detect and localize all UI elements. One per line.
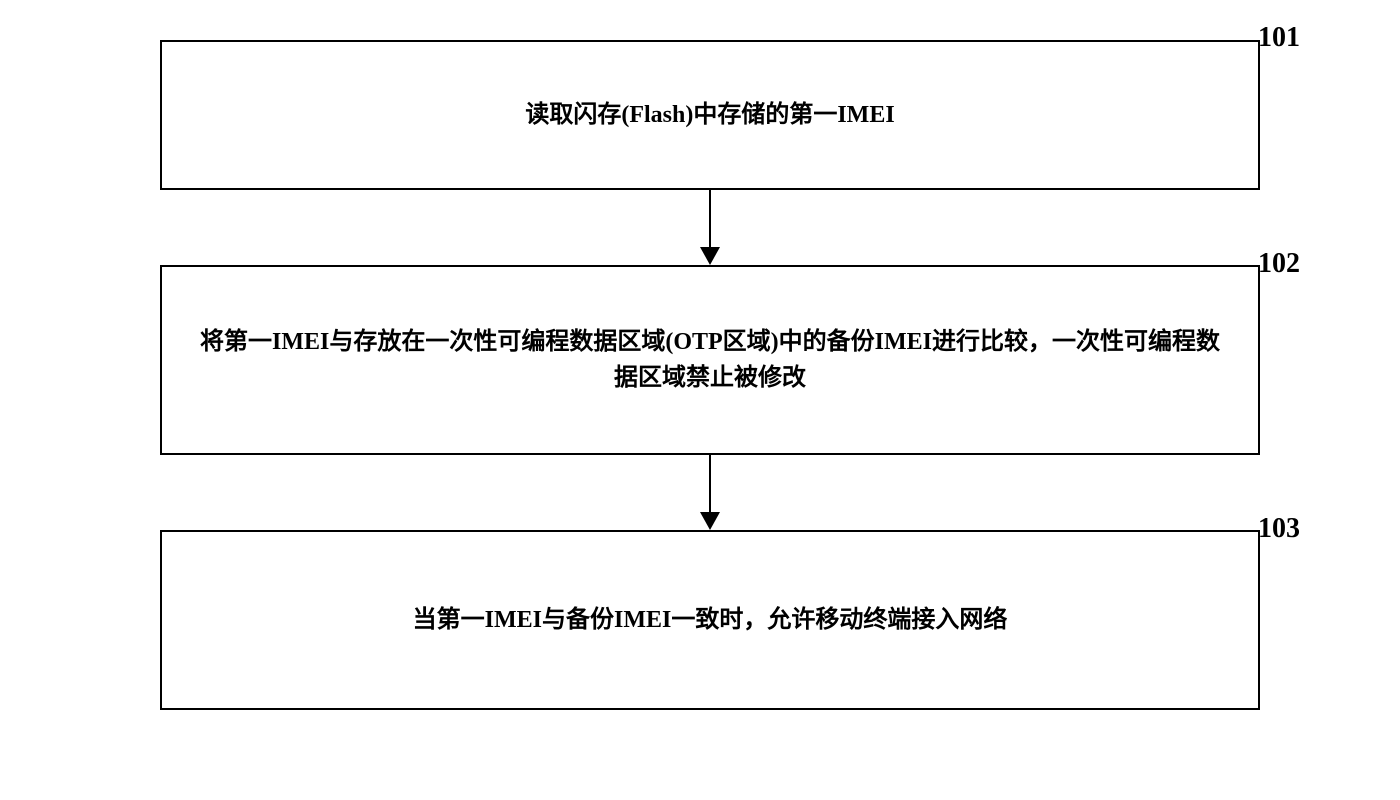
step-text: 将第一IMEI与存放在一次性可编程数据区域(OTP区域)中的备份IMEI进行比较… bbox=[192, 324, 1228, 396]
step-label-101: 101 bbox=[1258, 22, 1300, 54]
step-label-103: 103 bbox=[1258, 513, 1300, 545]
step-text: 读取闪存(Flash)中存储的第一IMEI bbox=[525, 97, 894, 133]
step-box-103: 当第一IMEI与备份IMEI一致时，允许移动终端接入网络 bbox=[160, 530, 1260, 710]
arrow-1-to-2 bbox=[160, 190, 1260, 265]
arrow-head bbox=[700, 512, 720, 530]
step-label-102: 102 bbox=[1258, 248, 1300, 280]
arrow-line bbox=[709, 190, 711, 250]
callout-text: 102 bbox=[1258, 248, 1300, 279]
step-box-102: 将第一IMEI与存放在一次性可编程数据区域(OTP区域)中的备份IMEI进行比较… bbox=[160, 265, 1260, 455]
arrow-2-to-3 bbox=[160, 455, 1260, 530]
step-box-101: 读取闪存(Flash)中存储的第一IMEI bbox=[160, 40, 1260, 190]
arrow-line bbox=[709, 455, 711, 515]
callout-text: 103 bbox=[1258, 513, 1300, 544]
step-text: 当第一IMEI与备份IMEI一致时，允许移动终端接入网络 bbox=[413, 602, 1008, 638]
flowchart-container: 101 读取闪存(Flash)中存储的第一IMEI 102 将第一IMEI与存放… bbox=[160, 40, 1260, 710]
arrow-head bbox=[700, 247, 720, 265]
callout-text: 101 bbox=[1258, 22, 1300, 53]
